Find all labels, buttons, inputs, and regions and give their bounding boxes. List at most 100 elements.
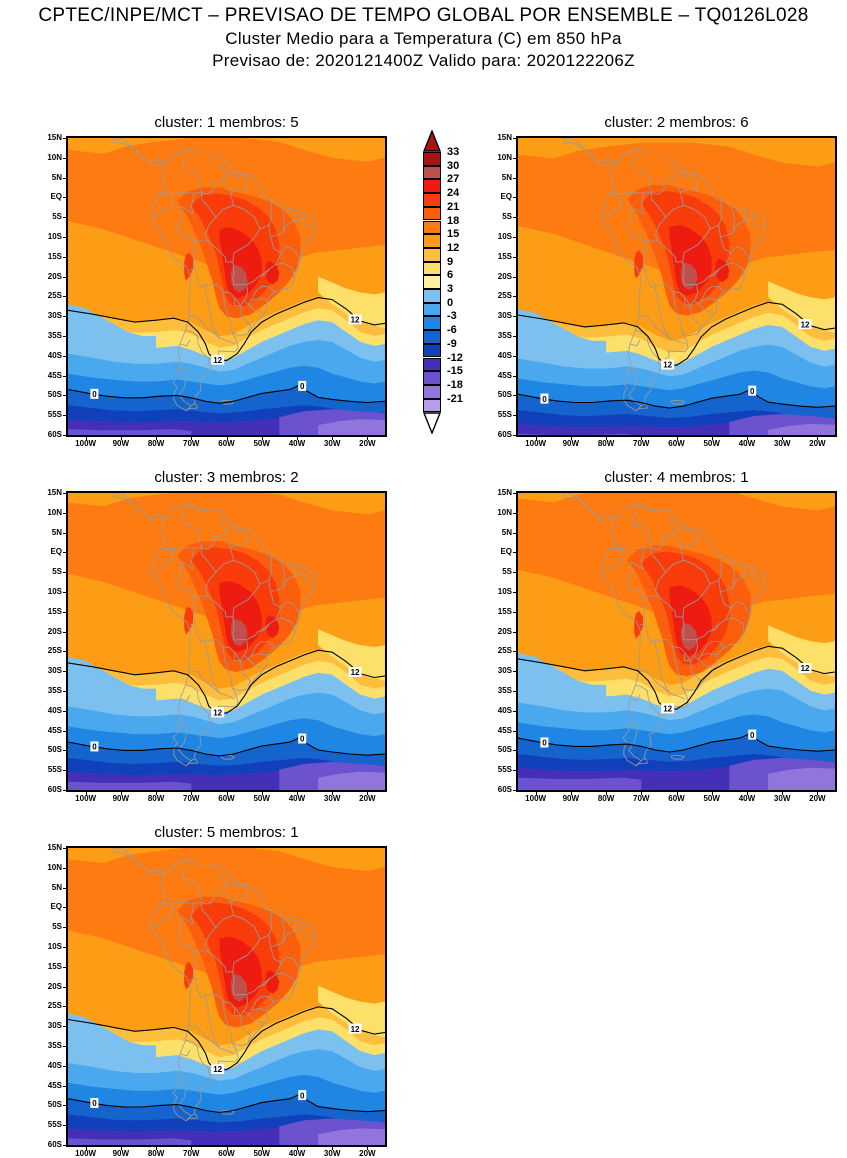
- y-axis-tick-label: 40S: [47, 1060, 62, 1070]
- y-axis-tick: [513, 375, 517, 377]
- y-axis-tick-label: 45S: [497, 725, 512, 735]
- x-axis-tick-label: 20W: [809, 439, 826, 448]
- y-axis-tick-label: 20S: [47, 626, 62, 636]
- y-axis-tick: [513, 710, 517, 712]
- y-axis-tick-label: 15S: [47, 961, 62, 971]
- x-axis-tick: [746, 436, 748, 440]
- y-axis-tick: [63, 691, 67, 692]
- y-axis-tick: [63, 217, 67, 219]
- y-axis-tick: [63, 927, 67, 929]
- y-axis-tick: [63, 256, 67, 258]
- y-axis-tick-label: 30S: [497, 666, 512, 676]
- colorbar-segment: [423, 398, 441, 413]
- y-axis-tick-label: 5S: [52, 922, 62, 932]
- panel-title: cluster: 3 membros: 2: [154, 469, 299, 486]
- colorbar-segment: [423, 152, 441, 166]
- y-axis-tick-label: EQ: [50, 192, 62, 202]
- svg-text:0: 0: [92, 390, 97, 399]
- x-axis-tick: [85, 436, 87, 440]
- svg-text:12: 12: [351, 1025, 360, 1034]
- y-axis-tick: [63, 848, 67, 849]
- x-axis-tick: [367, 1146, 369, 1150]
- chart-header: CPTEC/INPE/MCT – PREVISAO DE TEMPO GLOBA…: [0, 4, 847, 72]
- y-axis-tick: [63, 336, 67, 337]
- panel-cluster-4[interactable]: cluster: 4 membros: 1 12 12 0 0 15N 10N 5N EQ 5…: [497, 469, 837, 803]
- y-axis-tick-label: 10N: [47, 862, 62, 872]
- x-axis-tick: [606, 791, 608, 795]
- map-plot-area[interactable]: 12 12 0 0: [66, 491, 387, 792]
- y-axis-tick: [513, 651, 517, 653]
- colorbar-segment: [423, 247, 441, 262]
- y-axis-tick-label: 60S: [47, 1140, 62, 1149]
- y-axis-tick-label: 55S: [47, 410, 62, 420]
- y-axis-tick: [63, 355, 67, 357]
- map-plot-area[interactable]: 12 12 0 0: [66, 846, 387, 1147]
- y-axis-tick-label: EQ: [50, 547, 62, 557]
- y-axis-tick-label: 55S: [497, 765, 512, 775]
- colorbar-under-arrow: [423, 412, 441, 435]
- colorbar-tick-label: -12: [447, 351, 463, 364]
- map-plot-area[interactable]: 12 12 0 0: [516, 491, 837, 792]
- y-axis-tick-label: 35S: [497, 331, 512, 340]
- x-axis-tick: [191, 436, 193, 440]
- y-axis-tick-label: 40S: [497, 705, 512, 715]
- colorbar-tick-label: -6: [447, 324, 457, 337]
- y-axis-tick: [63, 138, 67, 139]
- y-axis-tick-label: 10S: [47, 232, 62, 241]
- panel-cluster-3[interactable]: cluster: 3 membros: 2 12 12 0 0 15N 10N 5N EQ 5…: [47, 469, 387, 803]
- y-axis-tick: [513, 631, 517, 633]
- y-axis-tick: [63, 415, 67, 417]
- x-axis-tick: [641, 436, 643, 440]
- x-axis-tick-label: 100W: [525, 439, 547, 448]
- svg-text:0: 0: [542, 395, 547, 404]
- x-axis-tick: [85, 791, 87, 795]
- x-axis-tick-label: 60W: [668, 439, 685, 448]
- x-axis-tick-label: 100W: [525, 794, 547, 803]
- x-axis-tick-label: 60W: [668, 794, 685, 803]
- y-axis-tick-label: 10N: [497, 152, 512, 162]
- colorbar-segment: [423, 234, 441, 248]
- y-axis-tick: [513, 336, 517, 337]
- y-axis-tick: [63, 907, 67, 909]
- x-axis-tick: [782, 436, 784, 440]
- x-axis-tick-label: 30W: [323, 794, 341, 803]
- y-axis-tick: [513, 197, 517, 199]
- svg-text:0: 0: [300, 735, 305, 744]
- colorbar-segment: [423, 357, 441, 372]
- header-line-1: CPTEC/INPE/MCT – PREVISAO DE TEMPO GLOBA…: [38, 5, 809, 26]
- x-axis-tick: [191, 791, 193, 795]
- x-axis-tick: [226, 1146, 228, 1150]
- x-axis-tick: [817, 436, 819, 440]
- y-axis-tick-label: 20S: [47, 271, 62, 281]
- x-axis-tick-label: 90W: [112, 439, 130, 448]
- x-axis-tick-label: 100W: [75, 1149, 97, 1158]
- map-plot-area[interactable]: 12 12 0 0: [66, 136, 387, 437]
- y-axis-tick: [513, 355, 517, 357]
- y-axis-tick: [63, 1105, 67, 1107]
- y-axis-tick-label: 10N: [47, 507, 62, 517]
- y-axis-tick-label: 50S: [47, 1100, 62, 1110]
- x-axis-tick: [226, 791, 228, 795]
- y-axis-tick: [513, 691, 517, 692]
- y-axis-tick: [513, 671, 517, 673]
- x-axis-tick: [261, 791, 263, 795]
- x-axis-tick-label: 70W: [633, 439, 650, 448]
- panel-cluster-2[interactable]: cluster: 2 membros: 6 12 12 0 0 15N 10N 5N EQ 5…: [497, 114, 837, 448]
- map-plot-area[interactable]: 12 12 0 0: [516, 136, 837, 437]
- panel-cluster-5[interactable]: cluster: 5 membros: 1 12 12 0 0 15N 10N 5N EQ 5…: [47, 824, 387, 1158]
- y-axis-tick: [513, 415, 517, 417]
- colorbar-tick-label: -18: [447, 378, 463, 391]
- y-axis-tick: [63, 296, 67, 298]
- y-axis-tick: [513, 770, 517, 772]
- y-axis-tick: [63, 730, 67, 732]
- y-axis-tick-label: 35S: [47, 1041, 62, 1050]
- y-axis-tick-label: 55S: [47, 1120, 62, 1130]
- x-axis-tick-label: 30W: [323, 1149, 341, 1158]
- x-axis-tick-label: 50W: [253, 1149, 270, 1158]
- colorbar-segment: [423, 275, 441, 289]
- y-axis-tick-label: EQ: [500, 547, 512, 557]
- panel-cluster-1[interactable]: cluster: 1 membros: 5 12 12 0 0 15N 10N 5N EQ 5…: [47, 114, 387, 448]
- y-axis-tick: [513, 572, 517, 574]
- y-axis-tick-label: 40S: [497, 350, 512, 360]
- colorbar-segment: [423, 165, 441, 180]
